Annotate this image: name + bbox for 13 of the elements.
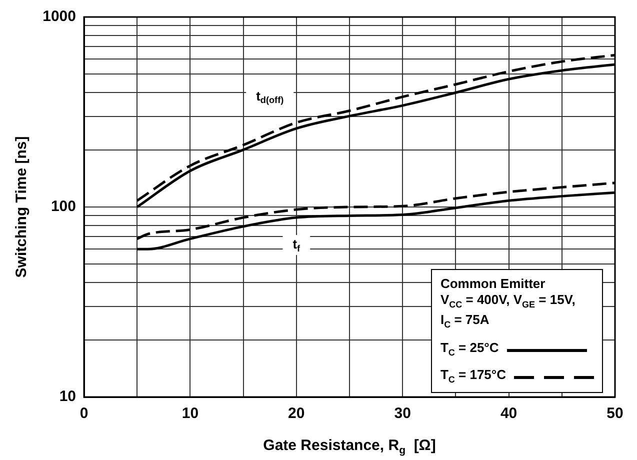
x-tick-label: 20 (288, 405, 305, 422)
x-tick-label: 50 (606, 405, 624, 422)
x-tick-label: 10 (182, 405, 199, 422)
y-tick-label: 10 (59, 388, 76, 406)
legend-label: T$_{C}$ = 175°C (440, 367, 506, 387)
x-tick-label: 40 (500, 405, 518, 422)
y-tick-label: 1000 (42, 8, 76, 26)
text: Common Emitter V$_{CC}$ = 400V, V$_{GE}$ = 15V, I$_{C}$ = 75A (440, 276, 576, 330)
x-tick-label: 30 (394, 405, 411, 422)
legend-label: T$_{C}$ = 25°C (440, 340, 499, 360)
x-tick-label: 0 (80, 405, 88, 422)
y-tick-label: 100 (50, 198, 76, 216)
y-axis-title: Switching Time [ns] (13, 136, 30, 278)
